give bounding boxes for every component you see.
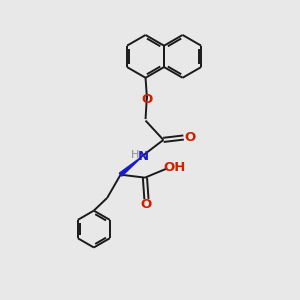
Text: O: O	[141, 199, 152, 212]
Text: OH: OH	[163, 161, 186, 174]
Text: N: N	[138, 150, 149, 163]
Text: O: O	[141, 93, 153, 106]
Polygon shape	[119, 157, 142, 176]
Text: H: H	[131, 150, 140, 160]
Text: O: O	[184, 131, 195, 144]
